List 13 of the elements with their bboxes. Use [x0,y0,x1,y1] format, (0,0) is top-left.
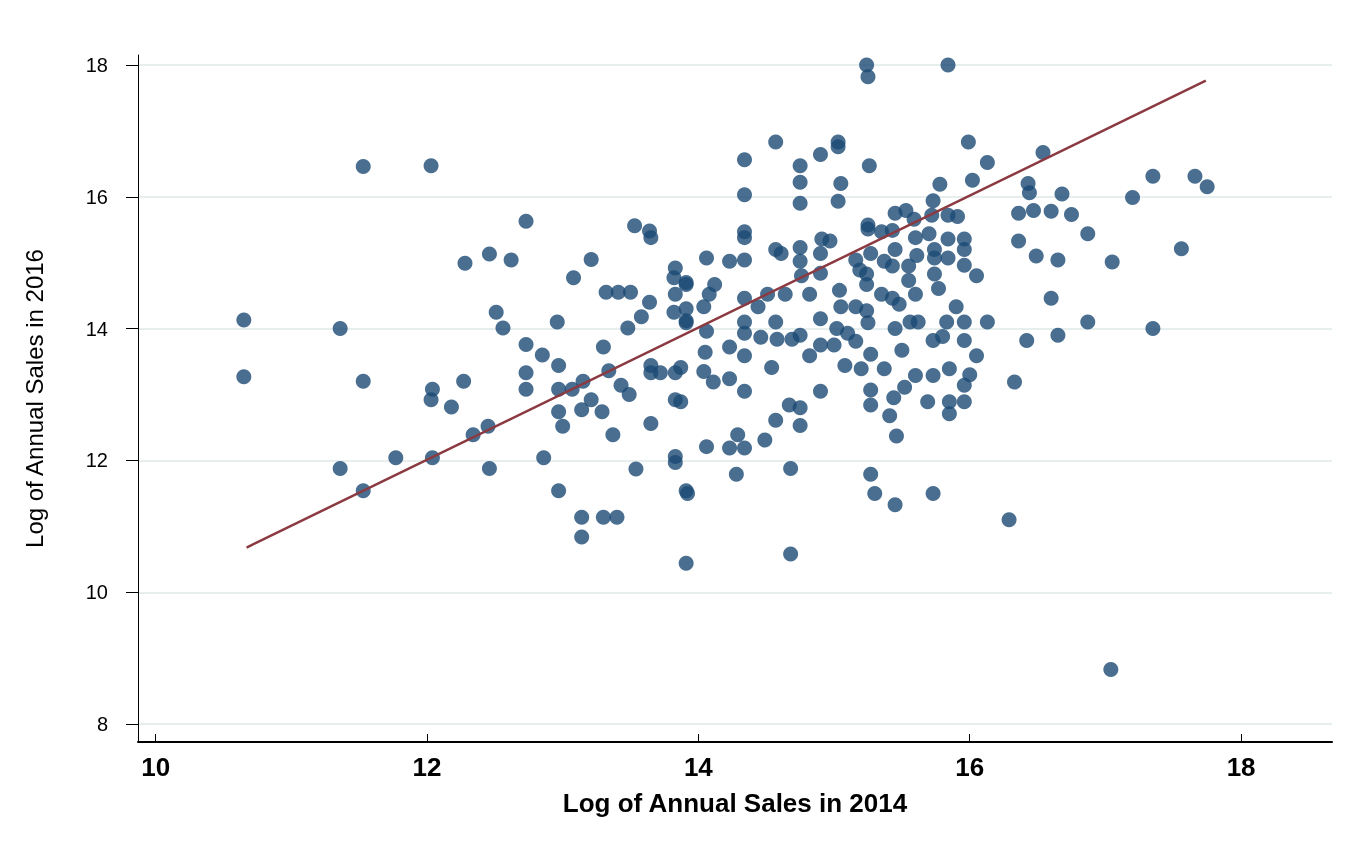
y-tick-label: 18 [85,53,108,76]
y-tick-label: 8 [96,713,108,736]
y-tick-label: 12 [85,449,108,472]
x-tick-label: 16 [955,752,985,782]
x-axis-title: Log of Annual Sales in 2014 [562,788,908,818]
y-tick-label: 16 [85,185,108,208]
x-tick-label: 18 [1226,752,1256,782]
y-tick-label: 10 [85,581,108,604]
x-tick-label: 10 [141,752,171,782]
y-tick-label: 14 [85,317,108,340]
x-tick-label: 14 [683,752,714,782]
y-axis-title: Log of Annual Sales in 2016 [20,249,48,548]
x-tick-label: 12 [412,752,442,782]
